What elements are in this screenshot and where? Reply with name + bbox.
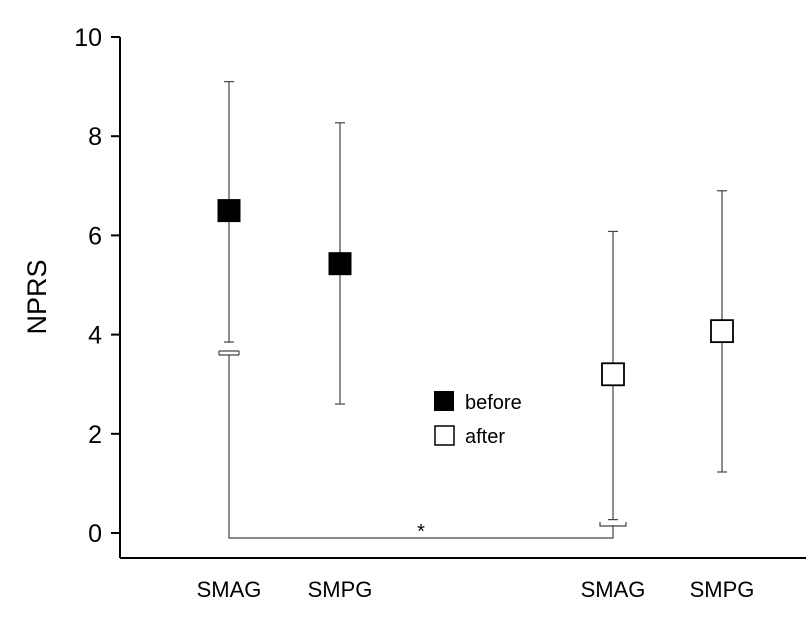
x-tick-label: SMAG bbox=[581, 577, 646, 602]
legend-marker-after bbox=[434, 425, 455, 446]
y-tick-label: 4 bbox=[88, 322, 102, 350]
y-tick-label: 2 bbox=[88, 421, 102, 449]
significance-bracket bbox=[218, 350, 627, 539]
x-tick-label: SMPG bbox=[308, 577, 373, 602]
legend: before after bbox=[434, 391, 522, 448]
x-tick-label: SMPG bbox=[690, 577, 755, 602]
x-tick-label: SMAG bbox=[197, 577, 262, 602]
y-tick-label: 10 bbox=[74, 24, 102, 52]
y-axis-label: NPRS bbox=[22, 259, 52, 334]
legend-label-before: before bbox=[465, 392, 522, 414]
y-tick-label: 8 bbox=[88, 123, 102, 151]
legend-label-after: after bbox=[465, 426, 505, 448]
y-tick-label: 6 bbox=[88, 222, 102, 250]
point-before bbox=[328, 252, 352, 276]
point-after bbox=[601, 362, 625, 387]
point-before bbox=[217, 199, 241, 223]
legend-marker-before bbox=[434, 391, 454, 411]
y-tick-label: 0 bbox=[88, 520, 102, 548]
significance-label: * bbox=[417, 521, 425, 543]
point-after bbox=[710, 319, 734, 344]
